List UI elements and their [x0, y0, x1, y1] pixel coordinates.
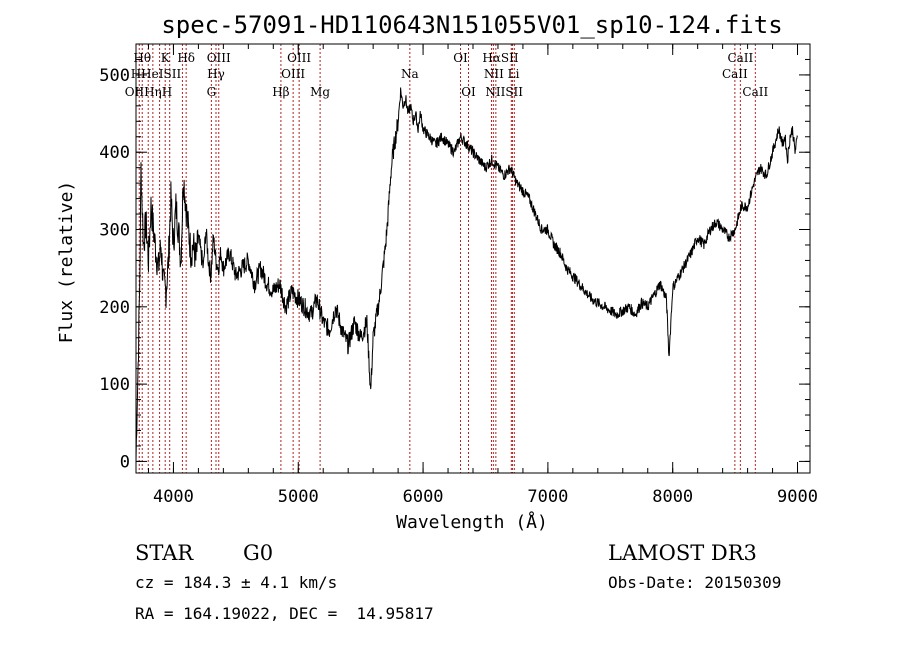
plot-frame [135, 43, 811, 474]
chart-title: spec-57091-HD110643N151055V01_sp10-124.f… [161, 11, 782, 39]
coordinates: RA = 164.19022, DEC = 14.95817 [135, 604, 434, 623]
y-axis-label: Flux (relative) [56, 181, 77, 344]
spectral-line-label: G [207, 85, 217, 99]
x-tick-label: 5000 [278, 487, 319, 507]
spectral-line-label: NIISII [485, 85, 523, 99]
spectral-line-label: OI [461, 85, 476, 99]
survey-name: LAMOST DR3 [608, 541, 757, 565]
spectral-line-label: Mg [310, 85, 330, 99]
y-tick-label: 100 [99, 375, 130, 395]
spectral-line-label: K [161, 51, 171, 65]
spectral-line-label: Na [401, 67, 419, 81]
spectral-line-label: Hθ [133, 51, 151, 65]
spectral-line-markers [138, 44, 756, 473]
x-tick-label: 4000 [153, 487, 194, 507]
spectral-line-label: NII Li [484, 67, 520, 81]
spectral-line-label: CaII [727, 51, 753, 65]
observation-date: Obs-Date: 20150309 [608, 573, 781, 592]
x-tick-label: 6000 [403, 487, 444, 507]
spectral-line-label: Hδ [177, 51, 195, 65]
x-tick-label: 8000 [652, 487, 693, 507]
y-tick-label: 400 [99, 143, 130, 163]
spectral-line-label: CaII [742, 85, 768, 99]
x-axis-label: Wavelength (Å) [396, 511, 548, 533]
spectral-line-label: OIII [287, 51, 311, 65]
spectral-line-label: Hγ [207, 67, 225, 81]
spectral-line-label: HαSII [482, 51, 519, 65]
object-subclass: G0 [243, 541, 273, 565]
y-tick-label: 500 [99, 66, 130, 86]
axes: 4000 5000 6000 7000 8000 9000 0 100 200 300 400 500 [99, 43, 818, 507]
y-tick-label: 300 [99, 221, 130, 241]
spectrum-line [135, 87, 798, 462]
spectral-line-label: Hβ [272, 85, 289, 99]
spectral-line-label: HHeISII [131, 67, 182, 81]
spectral-line-label: OIII [207, 51, 231, 65]
spectral-line-label: OI [453, 51, 468, 65]
spectral-line-label: OIII [281, 67, 305, 81]
x-tick-label: 7000 [527, 487, 568, 507]
x-tick-label: 9000 [777, 487, 818, 507]
y-tick-label: 200 [99, 298, 130, 318]
spectral-line-label: CaII [722, 67, 748, 81]
spectral-line-labels: Hθ K Hδ OIII OIII OI HαSII CaII HHeISII Hγ OIII Na N… [125, 51, 769, 99]
object-class: STAR [135, 541, 194, 565]
y-tick-label: 0 [120, 452, 130, 472]
spectral-line-label: OIIHηH [125, 85, 172, 99]
plot-area [135, 87, 798, 462]
redshift-value: cz = 184.3 ± 4.1 km/s [135, 573, 337, 592]
